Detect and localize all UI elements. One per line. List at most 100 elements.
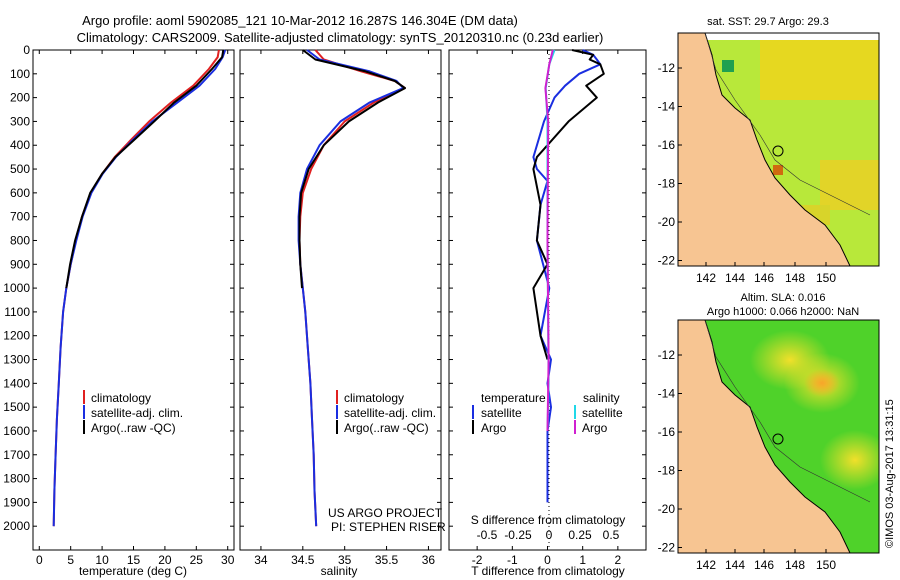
sla-map-content [678, 320, 879, 553]
salinity-difference-label: S difference from climatology [471, 513, 626, 527]
s-diff-tick-label: 0.25 [568, 528, 592, 542]
x-tick-label: 35.5 [375, 553, 399, 567]
sla-map: Altim. SLA: 0.016 Argo h1000: 0.066 h200… [658, 292, 880, 572]
lon-tick-label: 142 [696, 271, 716, 285]
imos-credit: ©IMOS 03-Aug-2017 13:31:15 [884, 399, 896, 548]
lat-tick-label: -12 [658, 348, 676, 362]
sst-warm-patch [820, 160, 879, 210]
legend-header-temperature: temperature [481, 391, 546, 405]
x-tick-label: 10 [95, 553, 109, 567]
temperature-panel: 0100200300400500600700800900100011001200… [3, 43, 234, 578]
legend-label-s-argo: Argo [582, 421, 608, 435]
series-line-climatology [52, 49, 220, 527]
x-tick-label: 20 [158, 553, 172, 567]
depth-tick-label: 1800 [3, 472, 30, 486]
legend-label-climatology: climatology [344, 391, 404, 405]
project-credit: US ARGO PROJECT [328, 506, 443, 520]
x-tick-label: 34.5 [291, 553, 315, 567]
australia-land [678, 320, 851, 553]
title-line-2: Climatology: CARS2009. Satellite-adjuste… [77, 30, 604, 45]
x-tick-label: 25 [190, 553, 204, 567]
sla-high-anomaly [820, 430, 879, 490]
series-line-argo-raw-qc [65, 49, 225, 289]
lat-tick-label: -12 [658, 61, 676, 75]
bathymetry-contour [704, 320, 871, 503]
lat-tick-label: -22 [658, 541, 676, 555]
depth-tick-label: 300 [10, 114, 30, 128]
sst-hot-cell [773, 165, 783, 175]
x-tick-label: 15 [127, 553, 141, 567]
sst-warm-patch [760, 40, 879, 100]
sla-map-title: Altim. SLA: 0.016 [741, 292, 826, 304]
sst-cool-cell [722, 60, 734, 72]
x-tick-label: 2 [615, 553, 622, 567]
depth-tick-label: 1400 [3, 376, 30, 390]
depth-tick-label: 1900 [3, 495, 30, 509]
legend-label-s-satellite: satellite [582, 406, 623, 420]
series-line-t-argo [532, 49, 605, 360]
legend-label-t-argo: Argo [481, 421, 507, 435]
lat-tick-label: -20 [658, 215, 676, 229]
depth-tick-label: 100 [10, 67, 30, 81]
depth-tick-label: 1300 [3, 353, 30, 367]
temperature-x-axis: 0 5 10 15 20 25 30 [33, 49, 235, 567]
lat-tick-label: -18 [658, 464, 676, 478]
x-tick-label: 0 [544, 553, 551, 567]
lon-tick-label: 144 [725, 271, 745, 285]
lon-tick-label: 150 [816, 271, 836, 285]
sst-map: sat. SST: 29.7 Argo: 29.3 [658, 16, 880, 285]
depth-tick-label: 900 [10, 257, 30, 271]
series-line-argo-raw-qc [298, 49, 406, 289]
sla-peak-anomaly [804, 369, 840, 397]
temperature-difference-label: T difference from climatology [471, 564, 625, 578]
difference-legend: temperature salinity satellite Argo sate… [472, 391, 623, 435]
salinity-legend: climatology satellite-adj. clim. Argo(..… [336, 390, 436, 435]
depth-tick-label: 800 [10, 233, 30, 247]
depth-tick-label: 1000 [3, 281, 30, 295]
temperature-series [52, 49, 227, 527]
lon-tick-label: 148 [785, 271, 805, 285]
legend-label-satellite: satellite-adj. clim. [91, 406, 183, 420]
depth-tick-label: 500 [10, 162, 30, 176]
sla-map-axes: 142 144 146 148 150 -12 -14 -16 -18 -20 -22 [658, 348, 837, 572]
title-line-1: Argo profile: aoml 5902085_121 10-Mar-20… [82, 13, 518, 28]
lat-tick-label: -14 [658, 387, 676, 401]
x-tick-label: 0 [36, 553, 43, 567]
pi-credit: PI: STEPHEN RISER [331, 520, 446, 534]
temperature-axes-frame [32, 49, 235, 551]
depth-tick-label: 0 [23, 43, 30, 57]
lat-tick-label: -20 [658, 502, 676, 516]
salinity-panel: 34 34.5 35 35.5 36 salinity climatology sate… [239, 49, 446, 578]
salinity-xlabel: salinity [321, 564, 358, 578]
x-tick-label: 5 [67, 553, 74, 567]
series-line-s-argo [544, 49, 554, 432]
sst-map-content [678, 33, 879, 266]
x-tick-label: 30 [221, 553, 235, 567]
legend-label-t-satellite: satellite [481, 406, 522, 420]
x-tick-label: 1 [579, 553, 586, 567]
series-line-satellite-adj-clim [297, 49, 405, 527]
depth-tick-label: 700 [10, 210, 30, 224]
lon-tick-label: 144 [725, 558, 745, 572]
lat-tick-label: -14 [658, 100, 676, 114]
legend-header-salinity: salinity [583, 391, 620, 405]
argo-height-title: Argo h1000: 0.066 h2000: NaN [707, 306, 859, 318]
temperature-legend: climatology satellite-adj. clim. Argo(..… [83, 390, 183, 435]
depth-tick-label: 1700 [3, 448, 30, 462]
depth-tick-label: 600 [10, 186, 30, 200]
argo-location-marker [772, 145, 784, 157]
legend-label-satellite: satellite-adj. clim. [344, 406, 436, 420]
salinity-series [297, 49, 406, 527]
s-diff-tick-label: -0.25 [504, 528, 532, 542]
lat-tick-label: -16 [658, 425, 676, 439]
depth-tick-label: 1600 [3, 424, 30, 438]
difference-x-axis: -2 -1 0 1 2 -0.5 -0.25 0 0.25 0.5 [449, 49, 646, 567]
s-diff-tick-label: -0.5 [477, 528, 498, 542]
x-tick-label: -1 [507, 553, 518, 567]
salinity-axes-frame [239, 49, 442, 551]
lon-tick-label: 142 [696, 558, 716, 572]
legend-label-climatology: climatology [91, 391, 151, 405]
lon-tick-label: 146 [754, 271, 774, 285]
